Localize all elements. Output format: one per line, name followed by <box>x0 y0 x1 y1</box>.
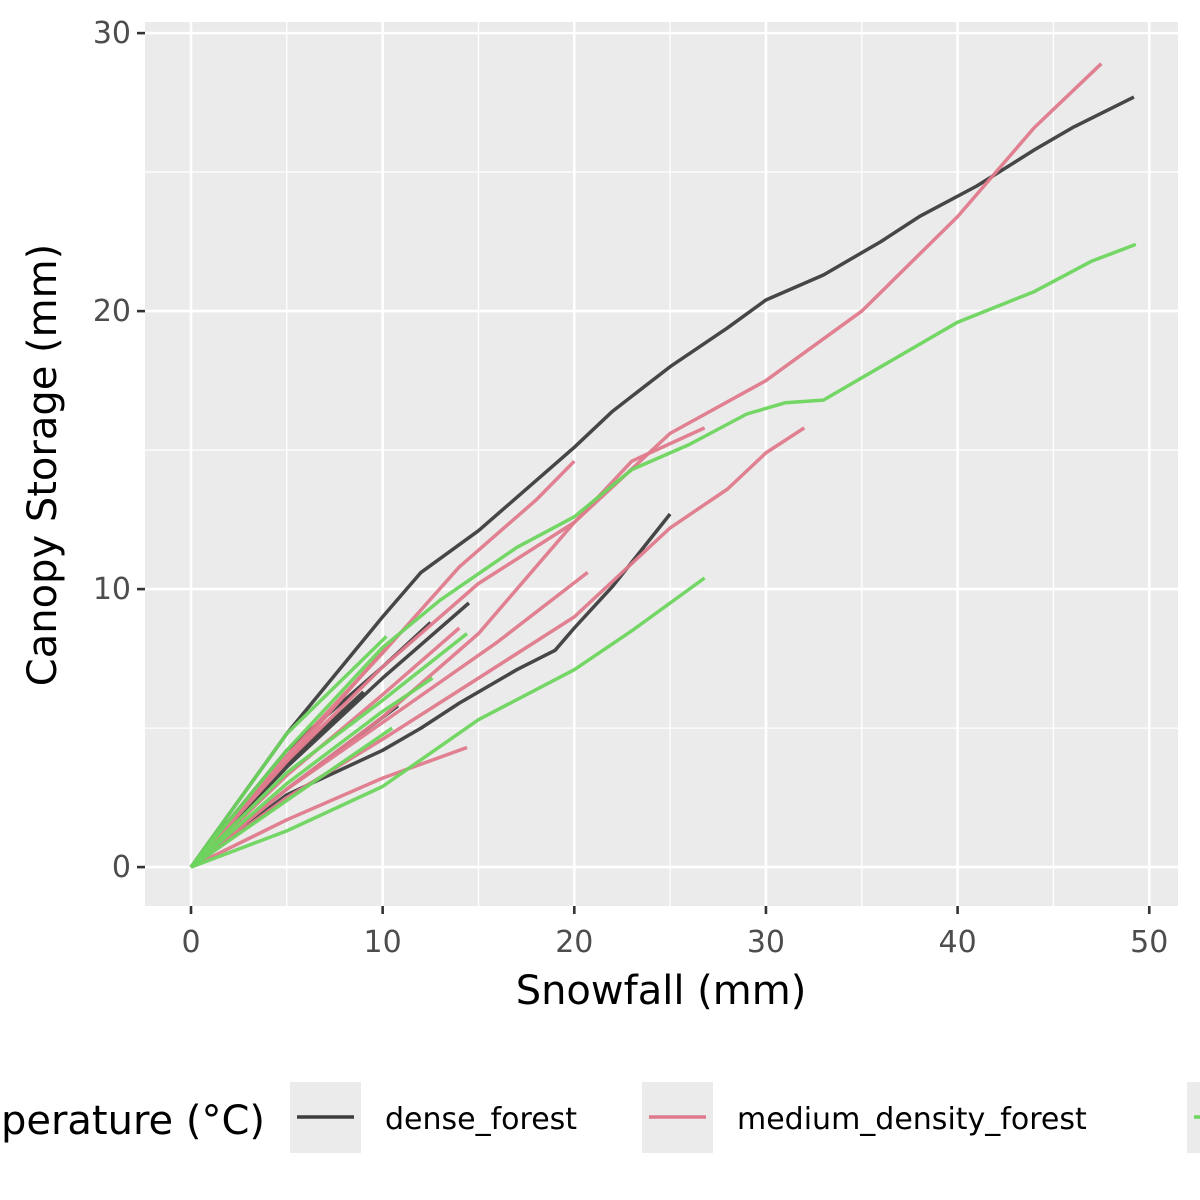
y-tick-label: 30 <box>93 16 131 51</box>
series-line-unlabeled <box>190 576 706 869</box>
legend-key-bg-2 <box>1187 1082 1200 1153</box>
legend-title: Temperature (°C) <box>0 1098 265 1144</box>
grid-major <box>145 22 1178 906</box>
series-line-unlabeled <box>190 726 394 869</box>
series-line-unlabeled <box>189 635 388 869</box>
legend: Temperature (°C) dense_forest medium_den… <box>0 1082 1200 1153</box>
axis-ticks <box>137 31 1151 914</box>
y-tick-label: 0 <box>112 850 131 885</box>
x-tick-label: 40 <box>939 925 977 960</box>
y-axis-title: Canopy Storage (mm) <box>20 244 66 686</box>
x-tick-label: 50 <box>1130 925 1168 960</box>
series-layer <box>189 62 1137 869</box>
y-tick-label: 20 <box>93 294 131 329</box>
series-line-medium-density-forest <box>190 745 468 869</box>
series-line-dense-forest <box>189 512 672 869</box>
series-line-unlabeled <box>189 632 469 869</box>
x-axis-title: Snowfall (mm) <box>516 968 807 1014</box>
legend-label-dense-forest: dense_forest <box>385 1102 577 1137</box>
x-tick-label: 0 <box>181 925 200 960</box>
series-line-medium-density-forest <box>189 643 390 869</box>
series-line-medium-density-forest <box>189 62 1103 869</box>
x-tick-label: 10 <box>364 925 402 960</box>
series-line-unlabeled <box>189 242 1137 869</box>
axis-tick-labels: 0 10 20 30 40 50 0 10 20 30 <box>93 16 1169 960</box>
grid-minor <box>145 22 1178 906</box>
series-line-medium-density-forest <box>189 571 589 869</box>
series-line-dense-forest <box>189 601 471 869</box>
y-tick-label: 10 <box>93 572 131 607</box>
series-line-medium-density-forest <box>189 459 576 869</box>
legend-label-medium-density-forest: medium_density_forest <box>737 1102 1087 1137</box>
series-line-unlabeled <box>189 676 434 869</box>
x-tick-label: 30 <box>747 925 785 960</box>
x-tick-label: 20 <box>555 925 593 960</box>
